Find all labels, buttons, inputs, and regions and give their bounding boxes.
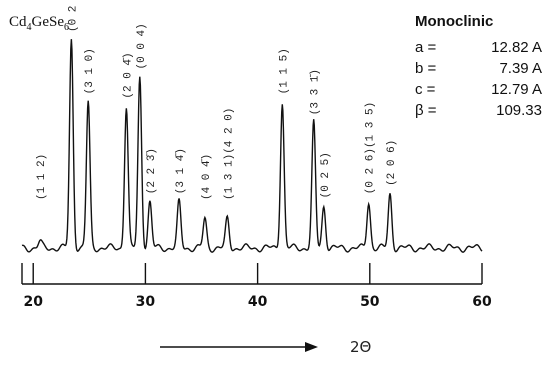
hkl-label: (0 2 0) <box>67 0 79 32</box>
chart-title: Cd4GeSe6 <box>9 14 69 33</box>
hkl-label: (1 3 1)(4 2 0) <box>223 108 235 200</box>
hkl-label: (2 2 3̄) <box>146 148 158 194</box>
title-part-gese: GeSe <box>32 14 65 30</box>
hkl-label: (3 1 0) <box>84 48 96 94</box>
x-axis-label: 2Θ <box>350 338 371 356</box>
title-part-cd: Cd <box>9 14 27 30</box>
title-sub-6: 6 <box>64 22 69 33</box>
x-tick-label: 30 <box>136 294 156 310</box>
hkl-label: (1 1 5) <box>278 48 290 94</box>
lattice-label: b = <box>415 60 437 77</box>
lattice-value: 109.33 <box>496 102 542 119</box>
lattice-value: 12.82 A <box>491 39 542 56</box>
title-sub-4: 4 <box>27 22 32 33</box>
lattice-label: a = <box>415 39 437 56</box>
x-tick-label: 60 <box>472 294 492 310</box>
hkl-label: (1 1 2) <box>36 154 48 200</box>
hkl-label: (4 0 4̄) <box>201 154 213 200</box>
hkl-labels: (1 1 2) (0 2 0) (3 1 0) (2 0 4̄)(0 0 4) (2 2… <box>36 0 398 200</box>
x-axis-ticks: 20 30 40 50 60 <box>23 263 492 310</box>
x-tick-label: 40 <box>248 294 268 310</box>
x-tick-label: 50 <box>360 294 380 310</box>
hkl-label: (3 1 4̄) <box>175 148 187 194</box>
lattice-value: 7.39 A <box>499 60 542 77</box>
hkl-label: (0 2 6)(1 3 5) <box>365 102 377 194</box>
hkl-label: (0 0 4) <box>136 23 148 69</box>
arrow-head <box>305 342 318 352</box>
lattice-value: 12.79 A <box>491 81 542 98</box>
x-tick-label: 20 <box>23 294 43 310</box>
hkl-label: (3 3 1̄) <box>310 69 322 115</box>
hkl-label: (0 2 5) <box>320 152 332 198</box>
diffraction-trace <box>21 39 483 253</box>
lattice-label: β = <box>415 102 437 119</box>
hkl-label: (2 0 4̄) <box>122 52 134 98</box>
lattice-label: c = <box>415 81 436 98</box>
hkl-label: (2 0 6) <box>386 140 398 186</box>
crystal-system: Monoclinic <box>415 13 493 30</box>
lattice-parameters: a = 12.82 A b = 7.39 A c = 12.79 A β = 109.33 <box>415 39 542 119</box>
